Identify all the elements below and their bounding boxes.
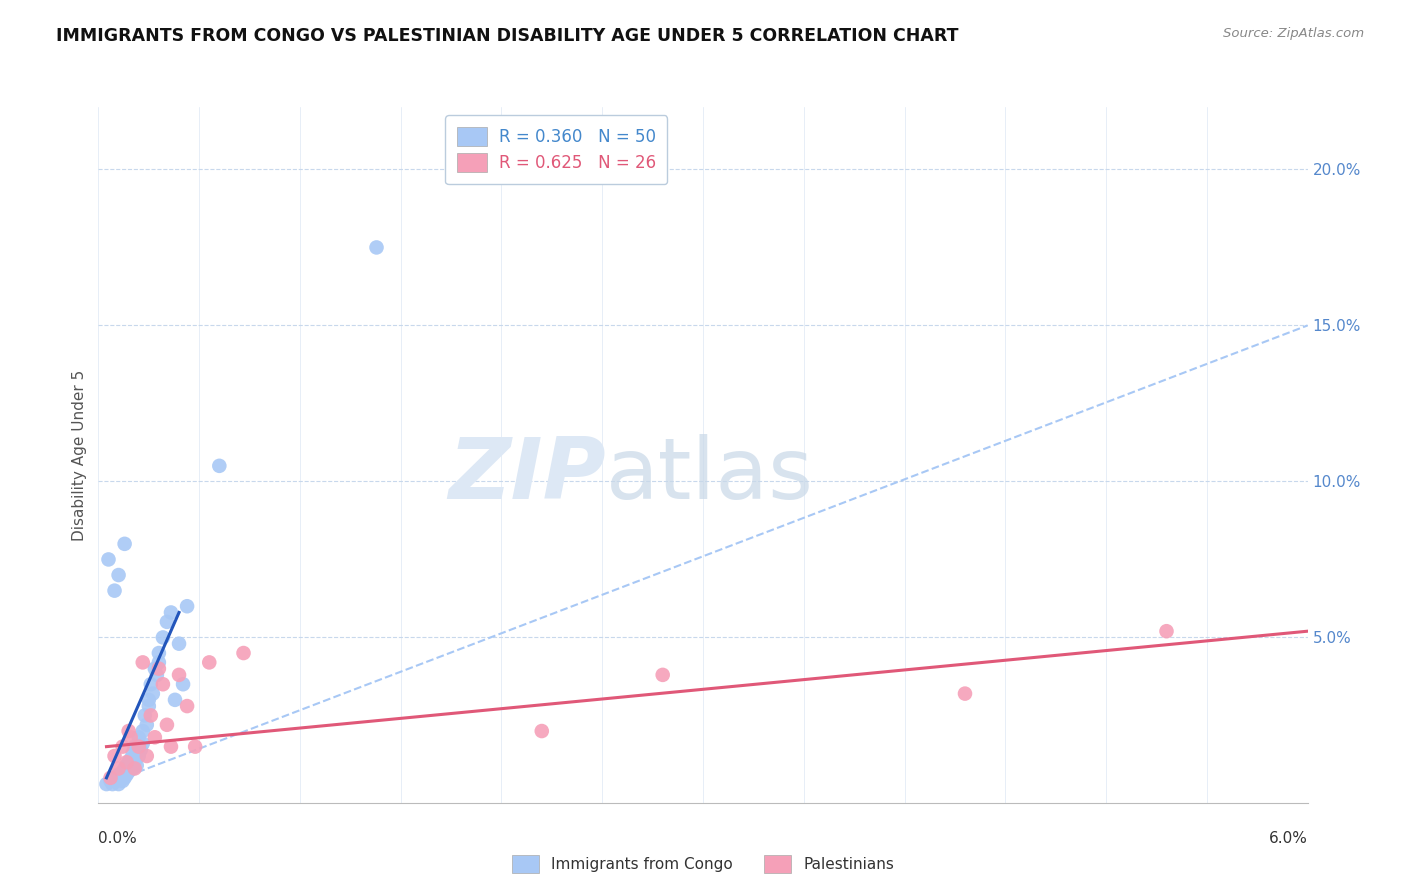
Point bbox=[107, 568, 129, 582]
Point bbox=[124, 756, 146, 770]
Point bbox=[146, 668, 169, 682]
Point bbox=[156, 718, 179, 732]
Point bbox=[143, 731, 166, 745]
Point bbox=[100, 774, 122, 789]
Point bbox=[129, 743, 152, 757]
Point bbox=[107, 777, 129, 791]
Point bbox=[651, 668, 673, 682]
Point bbox=[107, 768, 129, 782]
Point bbox=[111, 739, 134, 754]
Point bbox=[103, 583, 125, 598]
Point bbox=[139, 708, 162, 723]
Point bbox=[111, 764, 134, 779]
Point bbox=[167, 637, 190, 651]
Y-axis label: Disability Age Under 5: Disability Age Under 5 bbox=[72, 369, 87, 541]
Point bbox=[120, 752, 142, 766]
Text: 6.0%: 6.0% bbox=[1268, 830, 1308, 846]
Point bbox=[138, 699, 160, 714]
Point bbox=[132, 737, 155, 751]
Point bbox=[100, 771, 122, 785]
Point bbox=[103, 771, 125, 785]
Point bbox=[208, 458, 231, 473]
Point bbox=[107, 762, 129, 776]
Point bbox=[118, 724, 141, 739]
Point bbox=[125, 758, 148, 772]
Point bbox=[232, 646, 254, 660]
Point bbox=[198, 656, 221, 670]
Point bbox=[184, 739, 207, 754]
Point bbox=[132, 724, 155, 739]
Point bbox=[152, 631, 174, 645]
Point bbox=[118, 764, 141, 779]
Point bbox=[97, 552, 120, 566]
Point bbox=[128, 739, 150, 754]
Point bbox=[124, 762, 146, 776]
Point bbox=[142, 687, 165, 701]
Point bbox=[143, 662, 166, 676]
Point bbox=[114, 537, 136, 551]
Text: ZIP: ZIP bbox=[449, 434, 606, 517]
Point bbox=[172, 677, 194, 691]
Point bbox=[114, 771, 136, 785]
Point bbox=[111, 774, 134, 789]
Point bbox=[120, 731, 142, 745]
Point bbox=[118, 756, 141, 770]
Point bbox=[121, 746, 143, 760]
Point bbox=[138, 693, 160, 707]
Point bbox=[134, 708, 156, 723]
Point bbox=[148, 646, 170, 660]
Point bbox=[115, 756, 138, 770]
Point bbox=[366, 240, 388, 254]
Point bbox=[96, 777, 118, 791]
Point bbox=[1156, 624, 1178, 639]
Point bbox=[148, 656, 170, 670]
Point bbox=[530, 724, 553, 739]
Point bbox=[167, 668, 190, 682]
Legend: Immigrants from Congo, Palestinians: Immigrants from Congo, Palestinians bbox=[506, 849, 900, 879]
Point bbox=[160, 606, 183, 620]
Point bbox=[176, 599, 198, 614]
Point bbox=[101, 777, 124, 791]
Point bbox=[135, 718, 157, 732]
Point bbox=[128, 731, 150, 745]
Point bbox=[124, 739, 146, 754]
Point bbox=[953, 687, 976, 701]
Point bbox=[121, 762, 143, 776]
Point bbox=[148, 662, 170, 676]
Point bbox=[135, 749, 157, 764]
Point bbox=[114, 762, 136, 776]
Text: Source: ZipAtlas.com: Source: ZipAtlas.com bbox=[1223, 27, 1364, 40]
Text: IMMIGRANTS FROM CONGO VS PALESTINIAN DISABILITY AGE UNDER 5 CORRELATION CHART: IMMIGRANTS FROM CONGO VS PALESTINIAN DIS… bbox=[56, 27, 959, 45]
Text: atlas: atlas bbox=[606, 434, 814, 517]
Point bbox=[103, 749, 125, 764]
Point bbox=[110, 771, 132, 785]
Text: 0.0%: 0.0% bbox=[98, 830, 138, 846]
Point bbox=[176, 699, 198, 714]
Point bbox=[139, 677, 162, 691]
Point bbox=[115, 768, 138, 782]
Point bbox=[156, 615, 179, 629]
Point bbox=[128, 749, 150, 764]
Point bbox=[115, 758, 138, 772]
Point bbox=[163, 693, 186, 707]
Point bbox=[160, 739, 183, 754]
Point bbox=[152, 677, 174, 691]
Point bbox=[132, 656, 155, 670]
Point bbox=[105, 774, 128, 789]
